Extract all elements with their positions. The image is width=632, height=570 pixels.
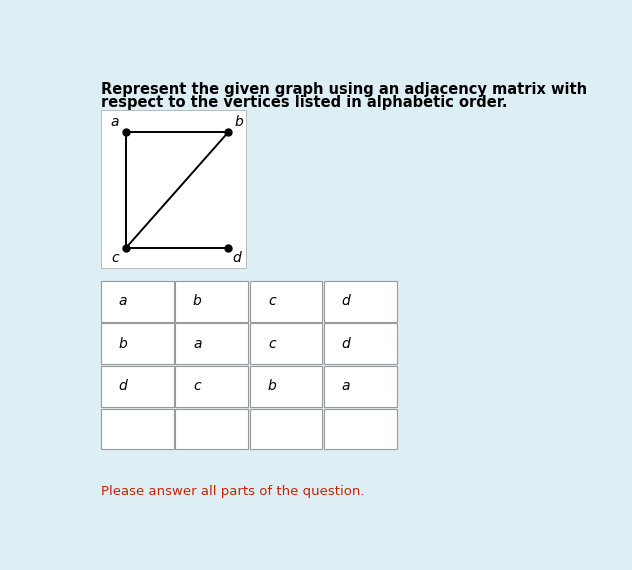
Text: d: d <box>342 294 351 308</box>
Text: a: a <box>342 380 350 393</box>
Text: respect to the vertices listed in alphabetic order.: respect to the vertices listed in alphab… <box>101 95 507 110</box>
Text: d: d <box>233 251 241 265</box>
Bar <box>176 323 248 364</box>
Text: d: d <box>118 380 127 393</box>
Text: c: c <box>111 251 119 265</box>
Bar <box>176 366 248 407</box>
Text: Please answer all parts of the question.: Please answer all parts of the question. <box>101 484 365 498</box>
Bar <box>324 281 397 321</box>
Text: b: b <box>118 337 127 351</box>
Bar <box>324 409 397 449</box>
Bar <box>250 281 322 321</box>
Bar <box>101 409 174 449</box>
Text: d: d <box>342 337 351 351</box>
Text: a: a <box>111 115 119 129</box>
Text: Represent the given graph using an adjacency matrix with: Represent the given graph using an adjac… <box>101 82 587 96</box>
Bar <box>101 366 174 407</box>
Bar <box>101 110 245 268</box>
Text: c: c <box>268 337 276 351</box>
Text: a: a <box>119 294 127 308</box>
Bar <box>250 409 322 449</box>
Bar <box>101 323 174 364</box>
Bar <box>176 409 248 449</box>
Text: c: c <box>268 294 276 308</box>
Bar <box>101 281 174 321</box>
Bar <box>250 366 322 407</box>
Bar <box>324 366 397 407</box>
Bar <box>250 323 322 364</box>
Text: b: b <box>267 380 276 393</box>
Text: b: b <box>235 115 243 129</box>
Bar <box>324 323 397 364</box>
Bar <box>176 281 248 321</box>
Text: b: b <box>193 294 202 308</box>
Text: a: a <box>193 337 202 351</box>
Text: c: c <box>193 380 201 393</box>
